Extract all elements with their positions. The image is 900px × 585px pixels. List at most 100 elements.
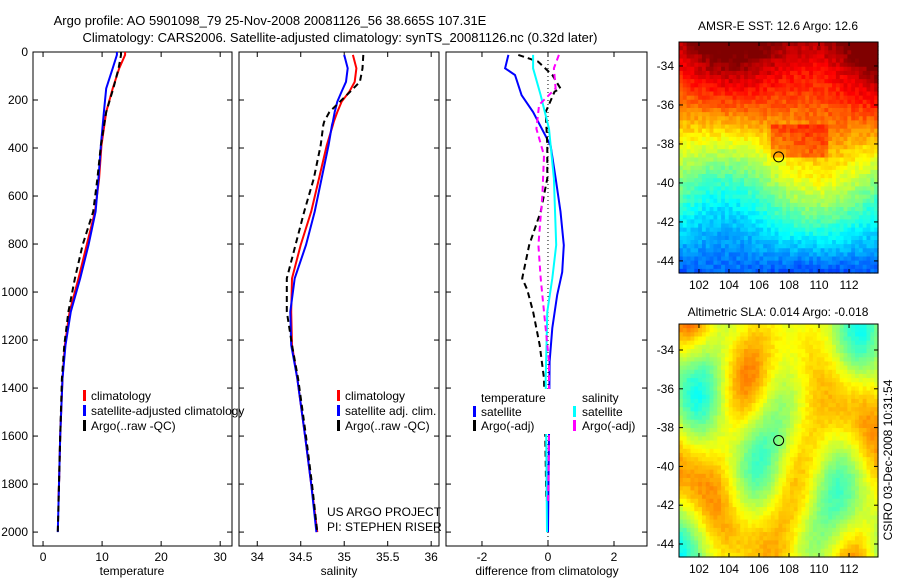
- map-cell: [821, 87, 825, 92]
- map-cell: [713, 207, 717, 212]
- map-cell: [790, 92, 794, 97]
- map-cell: [759, 145, 763, 150]
- map-cell: [729, 100, 733, 105]
- map-cell: [740, 240, 744, 245]
- map-cell: [798, 428, 802, 433]
- map-cell: [690, 141, 694, 146]
- map-cell: [779, 411, 783, 416]
- map-cell: [679, 232, 683, 237]
- map-cell: [733, 503, 737, 508]
- map-cell: [786, 67, 790, 72]
- map-cell: [721, 465, 725, 470]
- map-cell: [805, 75, 809, 80]
- map-cell: [844, 145, 848, 150]
- map-cell: [767, 240, 771, 245]
- map-cell: [736, 133, 740, 138]
- map-cell: [710, 75, 714, 80]
- map-cell: [786, 108, 790, 113]
- map-cell: [736, 436, 740, 441]
- map-cell: [763, 83, 767, 88]
- map-cell: [752, 240, 756, 245]
- map-cell: [813, 87, 817, 92]
- map-cell: [687, 174, 691, 179]
- map-cell: [759, 478, 763, 483]
- map-cell: [801, 129, 805, 134]
- map-cell: [851, 63, 855, 68]
- map-cell: [721, 432, 725, 437]
- map-cell: [790, 244, 794, 249]
- map-cell: [805, 207, 809, 212]
- map-cell: [721, 399, 725, 404]
- map-cell: [759, 324, 763, 329]
- map-cell: [798, 182, 802, 187]
- map-cell: [828, 149, 832, 154]
- map-cell: [870, 186, 874, 191]
- map-cell: [832, 203, 836, 208]
- map-cell: [756, 96, 760, 101]
- map-cell: [702, 59, 706, 64]
- map-cell: [713, 54, 717, 59]
- map-cell: [694, 549, 698, 554]
- map-cell: [679, 133, 683, 138]
- map-cell: [725, 357, 729, 362]
- map-cell: [798, 449, 802, 454]
- map-cell: [710, 92, 714, 97]
- map-cell: [710, 141, 714, 146]
- map-cell: [740, 449, 744, 454]
- map-cell: [779, 186, 783, 191]
- map-cell: [710, 470, 714, 475]
- map-cell: [687, 46, 691, 51]
- map-cell: [790, 137, 794, 142]
- map-cell: [729, 50, 733, 55]
- map-cell: [775, 224, 779, 229]
- map-cell: [805, 137, 809, 142]
- map-cell: [729, 83, 733, 88]
- map-cell: [863, 182, 867, 187]
- map-cell: [844, 79, 848, 84]
- map-cell: [763, 386, 767, 391]
- map-cell: [775, 92, 779, 97]
- map-cell: [782, 54, 786, 59]
- map-cell: [763, 361, 767, 366]
- map-cell: [844, 248, 848, 253]
- map-cell: [824, 158, 828, 163]
- map-cell: [763, 153, 767, 158]
- map-cell: [786, 158, 790, 163]
- map-cell: [733, 366, 737, 371]
- map-cell: [721, 149, 725, 154]
- map-cell: [706, 54, 710, 59]
- map-cell: [867, 79, 871, 84]
- map-cell: [748, 336, 752, 341]
- map-cell: [767, 195, 771, 200]
- map-cell: [759, 382, 763, 387]
- map-cell: [679, 211, 683, 216]
- map-cell: [706, 228, 710, 233]
- map-cell: [752, 141, 756, 146]
- map-cell: [683, 470, 687, 475]
- map-cell: [782, 324, 786, 329]
- map-cell: [767, 428, 771, 433]
- map-cell: [748, 67, 752, 72]
- map-cell: [855, 219, 859, 224]
- map-cell: [759, 46, 763, 51]
- map-cell: [756, 232, 760, 237]
- map-cell: [759, 436, 763, 441]
- map-cell: [721, 420, 725, 425]
- map-cell: [805, 145, 809, 150]
- map-cell: [706, 465, 710, 470]
- map-cell: [817, 153, 821, 158]
- map-cell: [740, 125, 744, 130]
- map-cell: [821, 42, 825, 47]
- map-cell: [683, 170, 687, 175]
- map-cell: [706, 219, 710, 224]
- map-cell: [763, 166, 767, 171]
- map-cell: [863, 120, 867, 125]
- map-cell: [710, 211, 714, 216]
- map-cell: [832, 191, 836, 196]
- map-cell: [683, 465, 687, 470]
- map-cell: [813, 207, 817, 212]
- map-cell: [752, 336, 756, 341]
- map-cell: [679, 42, 683, 47]
- map-cell: [836, 87, 840, 92]
- map-cell: [687, 341, 691, 346]
